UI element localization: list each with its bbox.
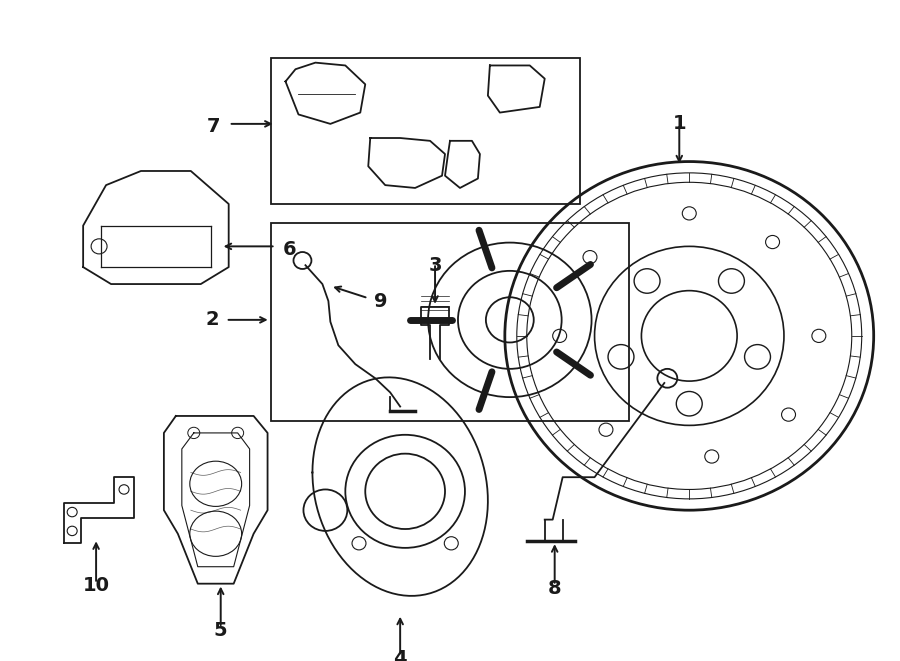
Bar	[271, 223, 629, 420]
Text: 1: 1	[672, 114, 686, 134]
Text: 8: 8	[548, 579, 562, 598]
Text: 3: 3	[428, 256, 442, 275]
Text: 9: 9	[374, 292, 388, 311]
Text: 7: 7	[207, 117, 220, 136]
Text: 5: 5	[214, 621, 228, 641]
Text: 10: 10	[83, 576, 110, 595]
Text: 2: 2	[205, 311, 219, 329]
Text: 4: 4	[393, 648, 407, 661]
Bar	[271, 58, 580, 204]
Text: 6: 6	[283, 240, 296, 258]
